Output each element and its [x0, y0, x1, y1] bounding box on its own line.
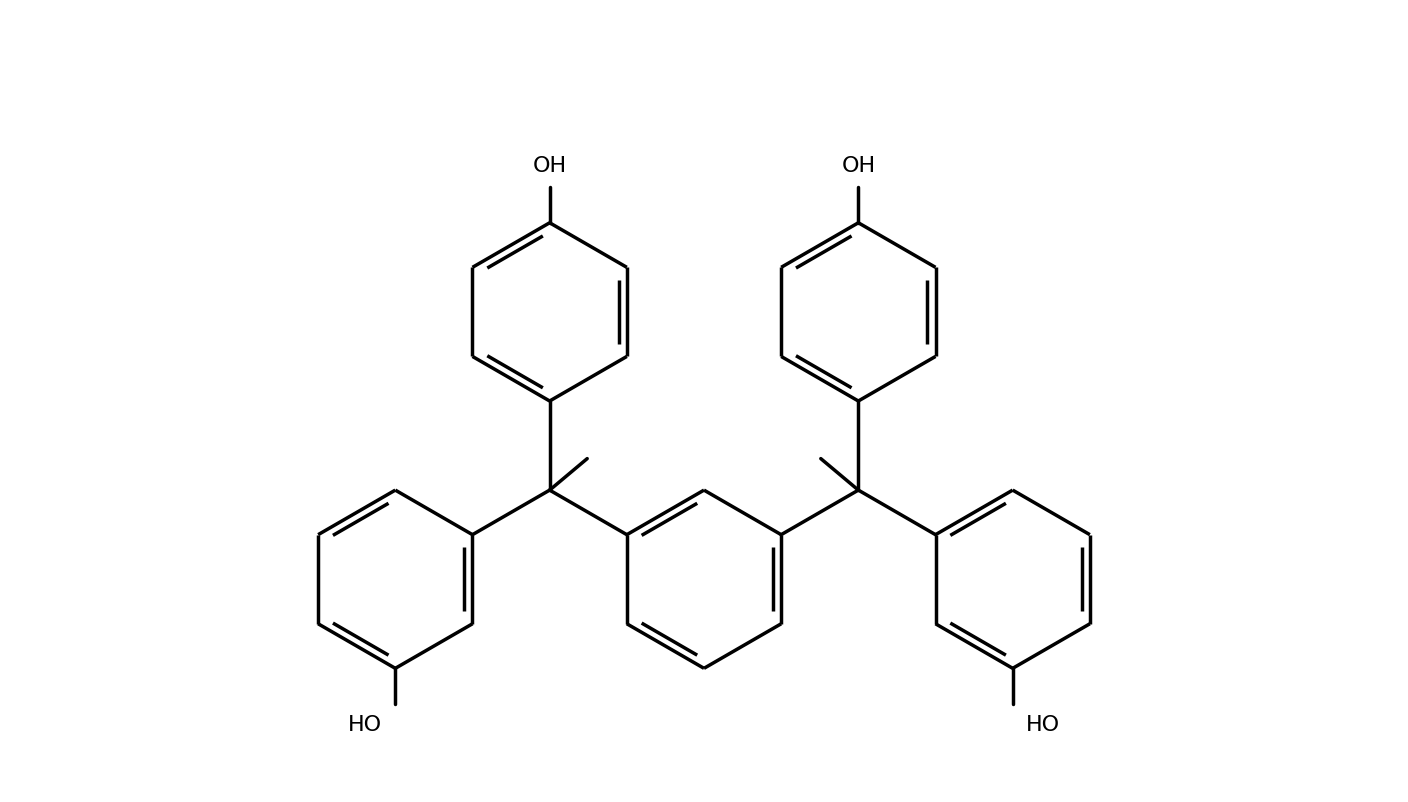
- Text: HO: HO: [1026, 715, 1060, 735]
- Text: HO: HO: [348, 715, 382, 735]
- Text: OH: OH: [842, 156, 876, 176]
- Text: OH: OH: [532, 156, 566, 176]
